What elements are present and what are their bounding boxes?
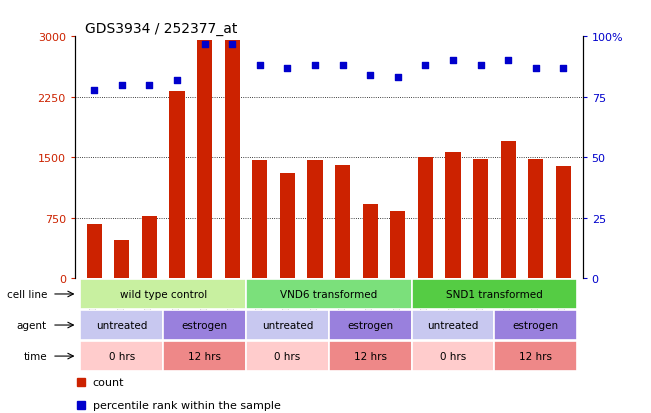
Text: count: count [92,377,124,387]
Bar [411,341,494,371]
Point [255,63,265,69]
Text: cell line: cell line [7,289,47,299]
Text: VND6 transformed: VND6 transformed [280,289,378,299]
Text: untreated: untreated [96,320,148,330]
Text: 12 hrs: 12 hrs [353,351,387,361]
Point [337,63,348,69]
Bar [80,311,163,340]
Point [282,65,292,72]
Bar [114,240,130,279]
Bar [556,167,571,279]
Point [144,82,154,89]
Text: time: time [23,351,47,361]
Point [172,77,182,84]
Text: 0 hrs: 0 hrs [440,351,466,361]
Bar [80,280,246,309]
Text: 0 hrs: 0 hrs [109,351,135,361]
Bar [411,280,577,309]
Point [199,41,210,48]
Bar [225,41,240,279]
Text: wild type control: wild type control [120,289,207,299]
Point [310,63,320,69]
Bar [528,159,544,279]
Point [227,41,238,48]
Point [475,63,486,69]
Bar [280,173,295,279]
Bar [307,160,322,279]
Point [558,65,568,72]
Bar [163,341,246,371]
Text: estrogen: estrogen [513,320,559,330]
Bar [252,160,268,279]
Bar [329,341,411,371]
Text: estrogen: estrogen [182,320,228,330]
Bar [494,311,577,340]
Point [531,65,541,72]
Bar [80,341,163,371]
Bar [335,166,350,279]
Bar [390,211,406,279]
Bar [197,41,212,279]
Bar [163,311,246,340]
Bar [445,152,460,279]
Point [365,73,376,79]
Bar [246,311,329,340]
Bar [494,341,577,371]
Point [448,58,458,64]
Bar [418,157,433,279]
Point [420,63,430,69]
Point [503,58,514,64]
Bar [87,224,102,279]
Text: 12 hrs: 12 hrs [519,351,552,361]
Bar [169,92,185,279]
Text: 0 hrs: 0 hrs [274,351,301,361]
Text: 12 hrs: 12 hrs [188,351,221,361]
Point [117,82,127,89]
Bar [501,142,516,279]
Bar [246,280,411,309]
Point [89,87,100,94]
Bar [246,341,329,371]
Bar [363,205,378,279]
Text: GDS3934 / 252377_at: GDS3934 / 252377_at [85,22,238,36]
Text: untreated: untreated [262,320,313,330]
Text: estrogen: estrogen [347,320,393,330]
Text: untreated: untreated [427,320,478,330]
Bar [411,311,494,340]
Bar [329,311,411,340]
Point [393,75,403,81]
Bar [473,159,488,279]
Text: percentile rank within the sample: percentile rank within the sample [92,400,281,410]
Text: agent: agent [17,320,47,330]
Text: SND1 transformed: SND1 transformed [446,289,543,299]
Bar [142,217,157,279]
